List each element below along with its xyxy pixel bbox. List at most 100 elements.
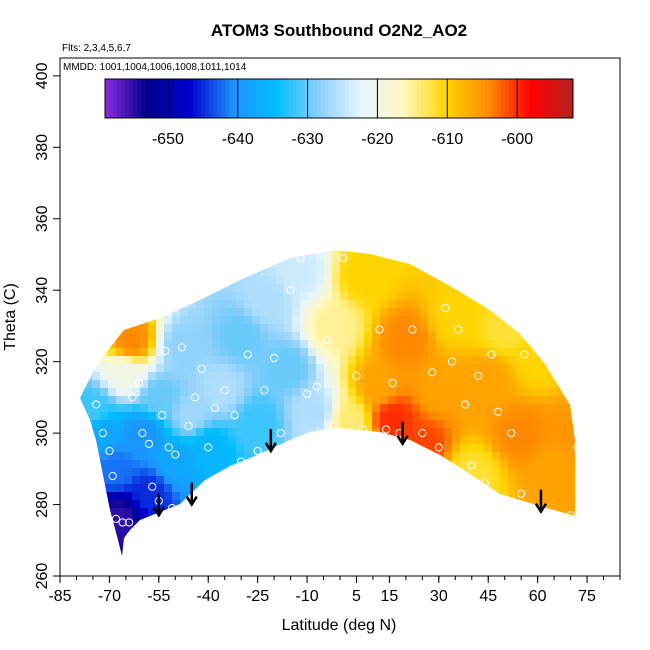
heatmap-cell [188, 252, 197, 261]
heatmap-cell [188, 388, 197, 397]
colorbar-cell [377, 79, 382, 118]
heatmap-cell [220, 492, 229, 501]
sample-point [125, 518, 134, 527]
heatmap-cell [292, 340, 301, 349]
heatmap-cell [236, 556, 245, 565]
heatmap-cell [228, 260, 237, 269]
heatmap-cell [452, 484, 461, 493]
heatmap-cell [340, 420, 349, 429]
colorbar-cell [225, 79, 230, 118]
heatmap-cell [412, 444, 421, 453]
heatmap-cell [300, 276, 309, 285]
heatmap-cell [524, 452, 533, 461]
heatmap-cell [228, 460, 237, 469]
heatmap-cell [148, 484, 157, 493]
heatmap-cell [556, 404, 565, 413]
heatmap-cell [388, 404, 397, 413]
heatmap-cell [364, 348, 373, 357]
heatmap-cell [444, 380, 453, 389]
heatmap-cell [420, 316, 429, 325]
heatmap-cell [316, 532, 325, 541]
heatmap-cell [148, 260, 157, 269]
heatmap-cell [228, 396, 237, 405]
heatmap-cell [284, 292, 293, 301]
heatmap-cell [380, 540, 389, 549]
heatmap-cell [212, 268, 221, 277]
heatmap-cell [500, 396, 509, 405]
heatmap-cell [84, 292, 93, 301]
heatmap-cell [380, 476, 389, 485]
heatmap-cell [324, 260, 333, 269]
heatmap-cell [556, 428, 565, 437]
heatmap-cell [540, 444, 549, 453]
heatmap-cell [260, 540, 269, 549]
heatmap-cell [484, 316, 493, 325]
heatmap-cell [444, 476, 453, 485]
heatmap-cell [148, 500, 157, 509]
heatmap-cell [500, 250, 509, 253]
heatmap-cell [276, 500, 285, 509]
heatmap-cell [220, 268, 229, 277]
y-tick-label: 320 [34, 348, 51, 375]
heatmap-cell [196, 388, 205, 397]
heatmap-cell [140, 340, 149, 349]
heatmap-cell [92, 348, 101, 357]
colorbar-cell [353, 79, 358, 118]
heatmap-cell [284, 524, 293, 533]
heatmap-cell [156, 284, 165, 293]
heatmap-cell [484, 548, 493, 556]
heatmap-cell [140, 332, 149, 341]
heatmap-cell [300, 308, 309, 317]
colorbar-cell [565, 79, 570, 118]
heatmap-cell [228, 316, 237, 325]
heatmap-cell [412, 268, 421, 277]
heatmap-cell [388, 268, 397, 277]
heatmap-cell [124, 436, 133, 445]
heatmap-cell [156, 380, 165, 389]
heatmap-cell [444, 492, 453, 501]
heatmap-cell [380, 492, 389, 501]
heatmap-cell [236, 324, 245, 333]
heatmap-cell [436, 276, 445, 285]
heatmap-cell [116, 444, 125, 453]
heatmap-cell [572, 356, 575, 365]
heatmap-cell [276, 476, 285, 485]
heatmap-cell [372, 316, 381, 325]
heatmap-cell [460, 420, 469, 429]
heatmap-cell [156, 556, 165, 565]
heatmap-cell [436, 468, 445, 477]
heatmap-cell [460, 444, 469, 453]
heatmap-cell [228, 348, 237, 357]
sample-point [270, 353, 279, 363]
heatmap-cell [124, 452, 133, 461]
colorbar: -650 -640 -630 -620 -610 -600 [104, 78, 574, 148]
heatmap-cell [164, 396, 173, 405]
heatmap-cell [572, 250, 575, 253]
heatmap-cell [540, 276, 549, 285]
colorbar-cell [261, 79, 266, 118]
heatmap-cell [132, 524, 141, 533]
heatmap-cell [420, 452, 429, 461]
heatmap-cell [388, 492, 397, 501]
heatmap-cell [276, 540, 285, 549]
heatmap-cell [228, 452, 237, 461]
heatmap-cell [316, 556, 325, 565]
heatmap-cell [300, 500, 309, 509]
sample-point [118, 518, 127, 527]
heatmap-cell [252, 340, 261, 349]
heatmap-cell [332, 508, 341, 517]
heatmap-cell [420, 396, 429, 405]
heatmap-cell [460, 540, 469, 549]
heatmap-cell [284, 300, 293, 309]
heatmap-cell [164, 420, 173, 429]
heatmap-cell [548, 548, 557, 556]
heatmap-cell [252, 308, 261, 317]
heatmap-cell [124, 540, 133, 549]
colorbar-cell [301, 79, 306, 118]
heatmap-cell [268, 250, 277, 253]
heatmap-cell [308, 548, 317, 556]
heatmap-cell [156, 250, 165, 253]
heatmap-cell [444, 388, 453, 397]
heatmap-cell [476, 476, 485, 485]
heatmap-cell [252, 396, 261, 405]
